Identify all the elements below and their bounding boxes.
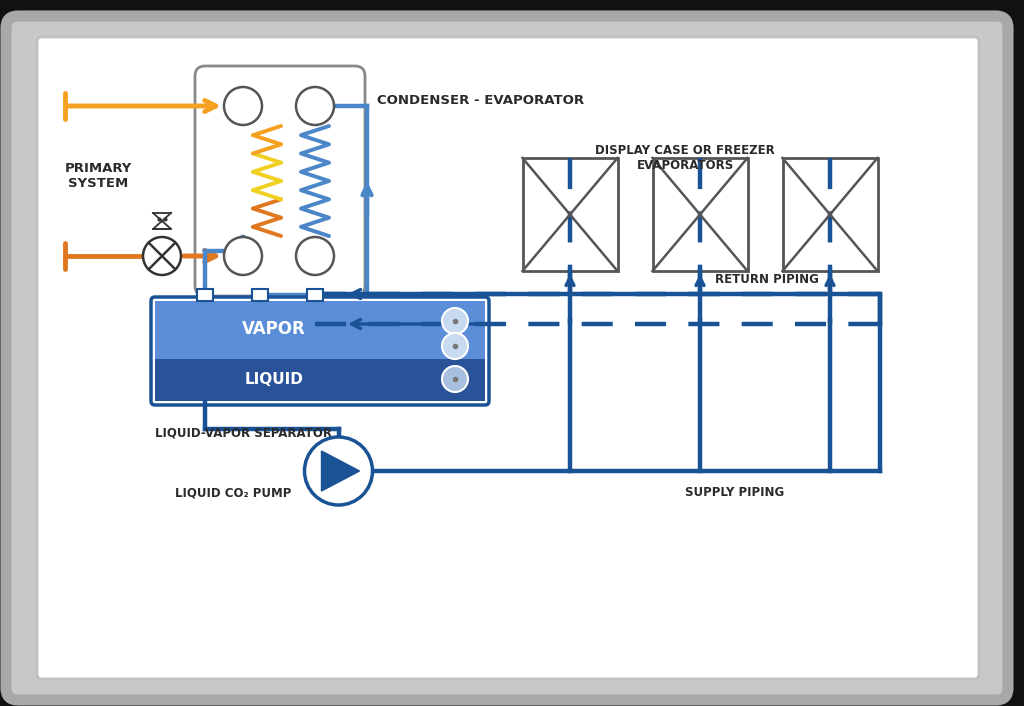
Text: RETURN PIPING: RETURN PIPING xyxy=(715,273,819,286)
Circle shape xyxy=(143,237,181,275)
Text: DISPLAY CASE OR FREEZER
EVAPORATORS: DISPLAY CASE OR FREEZER EVAPORATORS xyxy=(595,144,775,172)
Bar xyxy=(155,359,485,401)
Circle shape xyxy=(304,437,373,505)
FancyBboxPatch shape xyxy=(195,66,365,296)
Text: CONDENSER - EVAPORATOR: CONDENSER - EVAPORATOR xyxy=(377,95,584,107)
Circle shape xyxy=(224,237,262,275)
Text: PRIMARY
SYSTEM: PRIMARY SYSTEM xyxy=(65,162,132,190)
Bar xyxy=(252,289,268,301)
Bar xyxy=(652,158,748,271)
Text: SUPPLY PIPING: SUPPLY PIPING xyxy=(685,486,784,499)
Text: LIQUID: LIQUID xyxy=(245,373,303,388)
Polygon shape xyxy=(322,451,359,491)
FancyBboxPatch shape xyxy=(6,16,1008,700)
Circle shape xyxy=(442,308,468,334)
Circle shape xyxy=(296,87,334,125)
Bar xyxy=(197,289,213,301)
Circle shape xyxy=(224,87,262,125)
Text: LIQUID CO₂ PUMP: LIQUID CO₂ PUMP xyxy=(175,486,292,499)
Bar xyxy=(522,158,617,271)
Bar xyxy=(782,158,878,271)
Circle shape xyxy=(296,237,334,275)
Circle shape xyxy=(442,333,468,359)
Text: LIQUID-VAPOR SEPARATOR: LIQUID-VAPOR SEPARATOR xyxy=(155,426,332,439)
Bar xyxy=(307,289,323,301)
Bar xyxy=(155,301,485,359)
Circle shape xyxy=(442,366,468,392)
Text: VAPOR: VAPOR xyxy=(242,320,306,338)
FancyBboxPatch shape xyxy=(37,37,979,679)
